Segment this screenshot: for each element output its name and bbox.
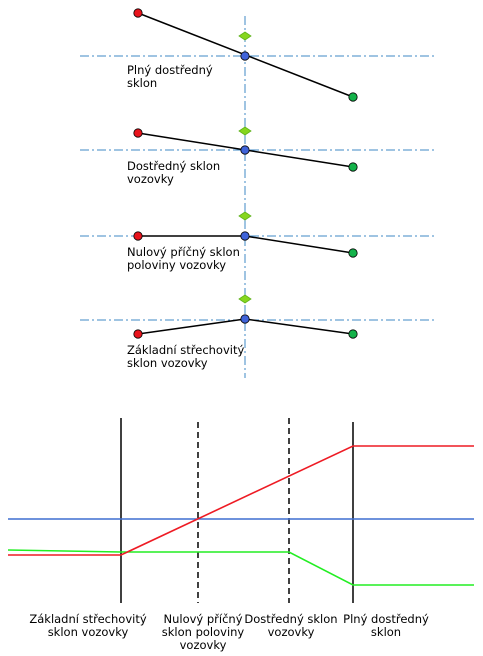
stage-label-line2: sklon vozovky [127, 356, 208, 370]
crossfall-line [137, 318, 246, 335]
pivot-point [240, 231, 250, 241]
pivot-point [240, 145, 250, 155]
right-edge-point [348, 92, 358, 102]
stage-label-dostredny: Dostředný sklon vozovky [127, 160, 220, 186]
stage-dostredny [80, 126, 435, 172]
left-edge-point [133, 329, 143, 339]
bottom-label-line2: vozovky [267, 625, 315, 639]
marker-icon [238, 294, 252, 304]
bottom-label-plny: Plný dostředný sklon [343, 613, 429, 639]
stage-label-line2: vozovky [127, 172, 174, 186]
left-edge-point [133, 128, 143, 138]
right-edge-point [348, 248, 358, 258]
right-edge-point [348, 162, 358, 172]
bottom-label-line2: sklon vozovky [47, 625, 129, 639]
bottom-label-line1: Plný dostředný [343, 612, 429, 626]
bottom-label-line2: sklon poloviny [161, 625, 245, 639]
stage-zakladni [80, 294, 435, 339]
right-edge-profile [7, 549, 474, 586]
marker-icon [238, 31, 252, 41]
stage-label-line2: sklon [127, 76, 158, 90]
pivot-point [240, 51, 250, 61]
stage-plny [80, 8, 435, 102]
bottom-label-line2: sklon [370, 625, 402, 639]
stage-label-line1: Dostředný sklon [127, 159, 221, 173]
left-edge-point [133, 8, 143, 18]
bottom-label-dostredny: Dostředný sklon vozovky [244, 613, 337, 639]
stage-label-zakladni: Základní střechovitý sklon vozovky [127, 344, 244, 370]
bottom-label-line1: Dostředný sklon [244, 612, 338, 626]
stage-label-line1: Základní střechovitý [127, 343, 245, 357]
pivot-point [240, 314, 250, 324]
bottom-label-line1: Nulový příčný [163, 612, 243, 626]
stage-label-plny: Plný dostředný sklon [127, 64, 213, 90]
bottom-label-nulovy: Nulový příčný sklon poloviny vozovky [162, 613, 245, 652]
stage-nulovy [80, 211, 435, 258]
right-edge-point [348, 329, 358, 339]
stage-label-line2: poloviny vozovky [127, 258, 227, 272]
left-edge-point [133, 231, 143, 241]
bottom-label-line1: Základní střechovitý [29, 612, 147, 626]
marker-icon [238, 211, 252, 221]
stage-label-line1: Plný dostředný [127, 63, 213, 77]
bottom-label-line3: vozovky [179, 638, 227, 652]
left-edge-profile [8, 445, 474, 556]
marker-icon [238, 126, 252, 136]
transition-diagram [7, 418, 474, 603]
crossfall-line [244, 235, 354, 254]
stage-label-nulovy: Nulový příčný sklon poloviny vozovky [127, 246, 240, 272]
crossfall-line [244, 318, 354, 335]
stage-label-line1: Nulový příčný sklon [127, 245, 240, 259]
bottom-label-zakladni: Základní střechovitý sklon vozovky [29, 613, 146, 639]
